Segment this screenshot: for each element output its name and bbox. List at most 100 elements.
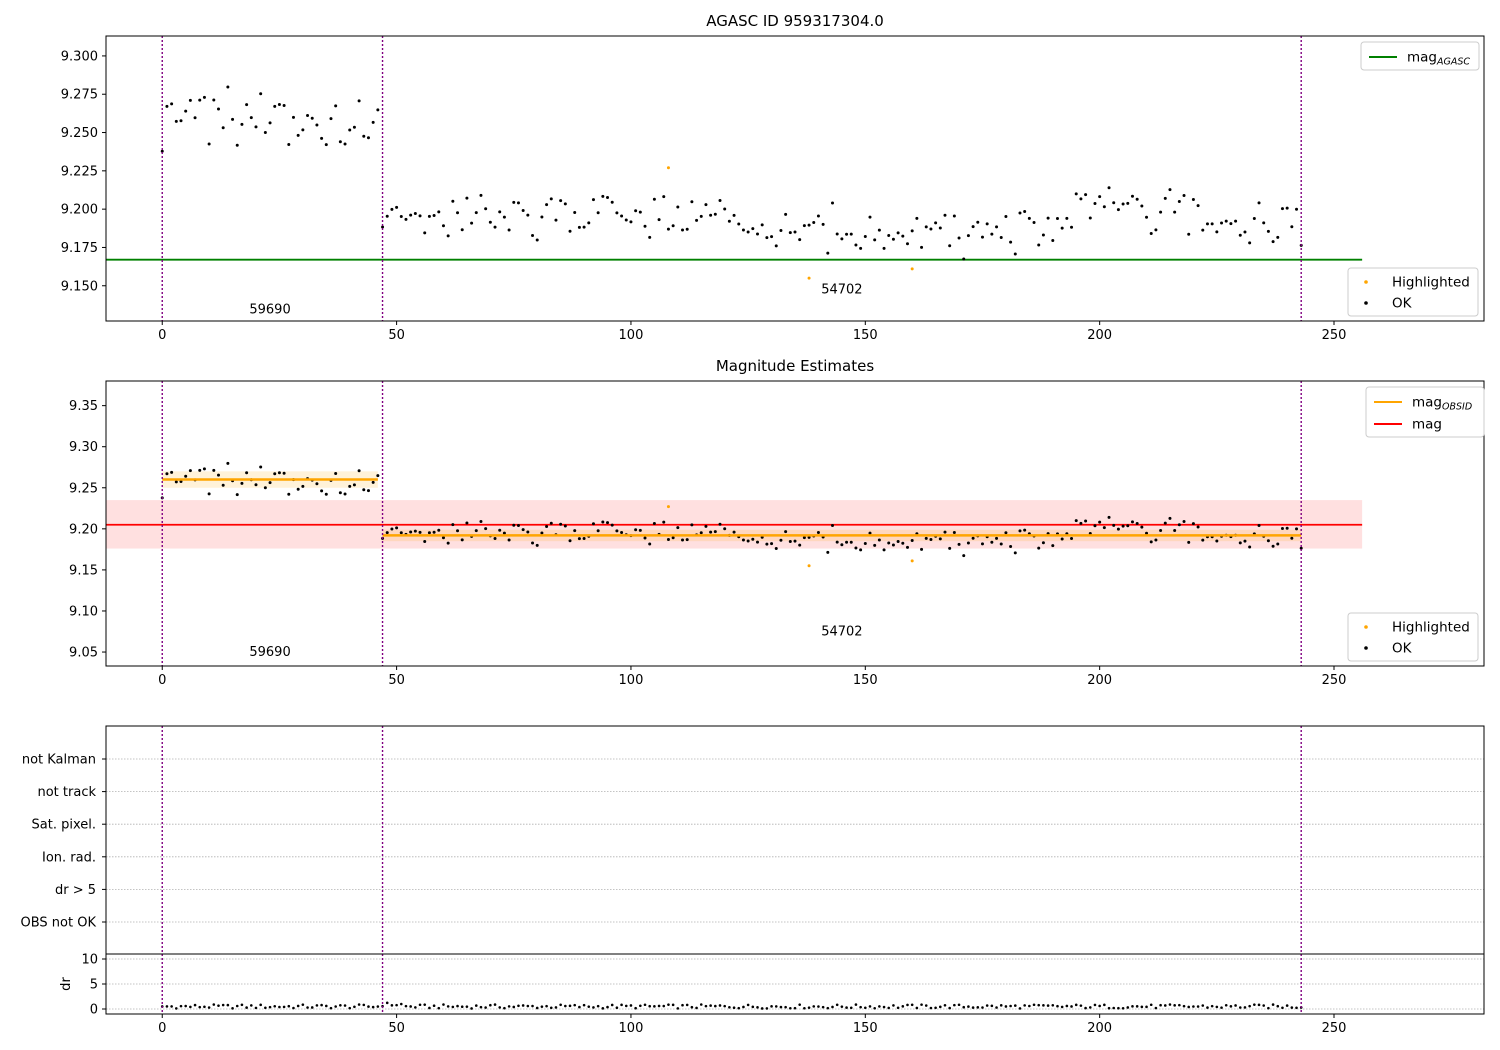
ok-point [1004, 214, 1008, 218]
ok-point [334, 104, 338, 108]
dr-point [653, 1005, 656, 1008]
dr-point [849, 1006, 853, 1010]
dr-point [1084, 1006, 1087, 1010]
p1-ytick-label: 9.200 [61, 203, 98, 218]
p2-xtick-label: 250 [1322, 673, 1347, 688]
highlighted-point [666, 505, 670, 509]
ok-point [1248, 545, 1252, 549]
ok-point [1182, 194, 1186, 198]
ok-point [784, 530, 788, 534]
ok-point [1238, 233, 1242, 237]
p1-legend-subscript: AGASC [1436, 57, 1470, 68]
dr-point [535, 1006, 539, 1010]
ok-point [1112, 201, 1116, 205]
ok-point [1257, 523, 1261, 527]
ok-point [606, 521, 610, 525]
dr-point [629, 1004, 633, 1007]
ok-point [577, 537, 581, 541]
ok-point [381, 225, 385, 229]
ok-point [563, 202, 567, 206]
dr-point [1182, 1004, 1186, 1008]
dr-point [1224, 1003, 1228, 1007]
ok-point [727, 219, 731, 223]
ok-point [273, 472, 277, 476]
ok-point [610, 523, 614, 527]
p1-xtick-label: 200 [1087, 328, 1112, 343]
ok-point [1116, 208, 1120, 212]
ok-point [235, 143, 239, 147]
ok-point [929, 227, 933, 231]
dr-point [578, 1005, 581, 1009]
ok-point [863, 235, 867, 239]
ok-point [943, 530, 947, 534]
p1-xtick-label: 100 [619, 328, 644, 343]
ok-point [995, 536, 999, 540]
dr-point [624, 1004, 628, 1008]
ok-point [357, 99, 361, 103]
ok-point [835, 232, 839, 236]
ok-point [1191, 198, 1195, 202]
ok-point [1037, 546, 1041, 550]
ok-point [1084, 519, 1088, 523]
ok-point [545, 203, 549, 207]
ok-point [652, 522, 656, 526]
ok-point [938, 537, 942, 541]
ok-point [1140, 525, 1144, 529]
ok-point [1121, 524, 1125, 528]
ok-point [409, 530, 413, 534]
p1-ytick-label: 9.275 [61, 88, 98, 103]
ok-point [1280, 527, 1284, 531]
ok-point [1018, 211, 1022, 215]
dr-point [456, 1004, 459, 1008]
dr-point [418, 1003, 422, 1007]
ok-point [540, 215, 544, 219]
dr-point [282, 1005, 286, 1009]
ok-point [606, 195, 610, 199]
dr-point [540, 1005, 544, 1008]
dr-point [489, 1003, 492, 1007]
ok-point [221, 483, 225, 487]
ok-point [938, 226, 942, 230]
ok-point [254, 483, 258, 487]
dr-point [962, 1005, 966, 1009]
dr-point [310, 1006, 314, 1009]
dr-point [620, 1003, 623, 1007]
ok-point [1220, 221, 1224, 225]
dr-point [1285, 1004, 1289, 1007]
dr-point [990, 1004, 994, 1008]
ok-point [788, 539, 792, 543]
dr-point [517, 1004, 520, 1008]
p3-xtick-label: 0 [158, 1021, 166, 1036]
p1-xtick-label: 0 [158, 328, 166, 343]
ok-point [1182, 520, 1186, 524]
p1-ytick-label: 9.225 [61, 164, 98, 179]
dr-point [329, 1006, 333, 1010]
ok-point [582, 536, 586, 540]
ok-point [910, 229, 914, 233]
ok-point [699, 214, 703, 218]
ok-point [798, 238, 802, 242]
ok-point [268, 121, 272, 125]
dr-point [1267, 1006, 1270, 1010]
ok-point [1173, 210, 1177, 214]
ok-point [1196, 204, 1200, 208]
dr-ytick-label: 0 [90, 1003, 98, 1018]
ok-point [962, 257, 966, 261]
ok-point [723, 207, 727, 211]
dr-point [864, 1006, 867, 1010]
dr-point [273, 1004, 277, 1008]
dr-point [798, 1003, 801, 1006]
ok-point [741, 228, 745, 232]
p1-obs-annotation: 54702 [821, 282, 862, 297]
ok-point [526, 530, 530, 534]
ok-point [1107, 515, 1111, 519]
dr-point [1088, 1006, 1092, 1009]
ok-point [934, 221, 938, 225]
ok-point [1060, 226, 1064, 230]
ok-point [1135, 197, 1139, 201]
ok-point [348, 484, 352, 488]
ok-point [301, 484, 305, 488]
ok-point [502, 215, 506, 219]
ok-point [985, 222, 989, 226]
ok-point [1116, 527, 1120, 531]
